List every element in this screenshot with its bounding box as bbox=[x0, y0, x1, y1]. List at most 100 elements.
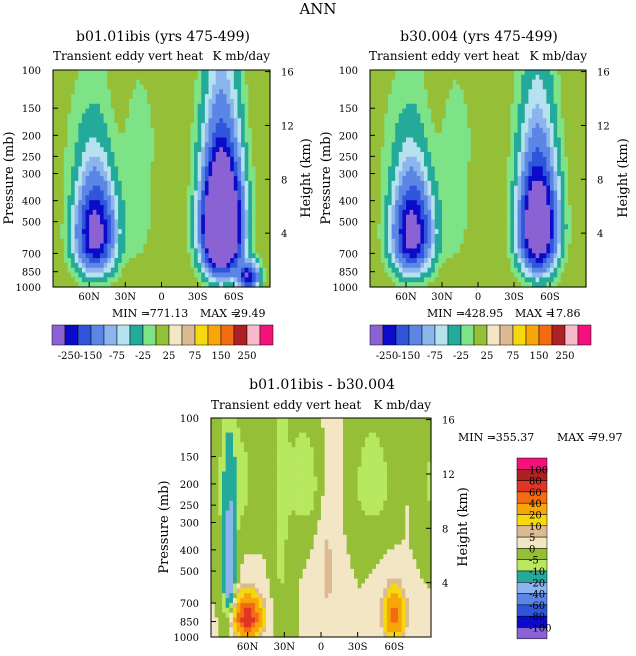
contour-cell bbox=[104, 253, 108, 258]
contour-cell bbox=[399, 258, 403, 263]
contour-cell bbox=[381, 109, 385, 114]
contour-cell bbox=[546, 75, 550, 80]
contour-cell bbox=[435, 162, 439, 167]
contour-cell bbox=[151, 195, 155, 200]
contour-cell bbox=[474, 80, 478, 85]
contour-cell bbox=[143, 152, 147, 157]
contour-cell bbox=[518, 191, 522, 196]
contour-cell bbox=[503, 128, 507, 133]
contour-cell bbox=[510, 215, 514, 220]
contour-cell bbox=[532, 133, 536, 138]
contour-cell bbox=[71, 123, 75, 128]
contour-cell bbox=[478, 239, 482, 244]
contour-cell bbox=[525, 219, 529, 224]
contour-cell bbox=[248, 176, 252, 181]
contour-cell bbox=[374, 253, 378, 258]
contour-cell bbox=[381, 253, 385, 258]
contour-cell bbox=[151, 94, 155, 99]
contour-cell bbox=[431, 118, 435, 123]
contour-cell bbox=[129, 104, 133, 109]
contour-cell bbox=[492, 99, 496, 104]
contour-cell bbox=[205, 234, 209, 239]
contour-cell bbox=[248, 75, 252, 80]
contour-cell bbox=[435, 113, 439, 118]
contour-cell bbox=[104, 118, 108, 123]
contour-cell bbox=[521, 186, 525, 191]
contour-cell bbox=[64, 239, 68, 244]
contour-cell bbox=[169, 128, 173, 133]
contour-cell bbox=[60, 176, 64, 181]
contour-cell bbox=[122, 104, 126, 109]
contour-cell bbox=[532, 142, 536, 147]
contour-cell bbox=[388, 224, 392, 229]
contour-cell bbox=[431, 273, 435, 278]
contour-cell bbox=[478, 268, 482, 273]
contour-cell bbox=[136, 171, 140, 176]
contour-cell bbox=[122, 210, 126, 215]
contour-cell bbox=[133, 229, 137, 234]
contour-cell bbox=[503, 219, 507, 224]
contour-cell bbox=[75, 171, 79, 176]
contour-cell bbox=[172, 118, 176, 123]
contour-cell bbox=[154, 229, 158, 234]
contour-cell bbox=[201, 224, 205, 229]
contour-cell bbox=[424, 157, 428, 162]
contour-cell bbox=[67, 210, 71, 215]
contour-cell bbox=[237, 89, 241, 94]
contour-cell bbox=[482, 138, 486, 143]
contour-cell bbox=[259, 239, 263, 244]
contour-cell bbox=[503, 195, 507, 200]
contour-cell bbox=[489, 195, 493, 200]
contour-cell bbox=[212, 181, 216, 186]
contour-cell bbox=[431, 94, 435, 99]
contour-cell bbox=[133, 191, 137, 196]
contour-cell bbox=[525, 162, 529, 167]
contour-cell bbox=[234, 248, 238, 253]
contour-cell bbox=[532, 200, 536, 205]
contour-cell bbox=[532, 104, 536, 109]
contour-cell bbox=[93, 234, 97, 239]
contour-cell bbox=[256, 70, 260, 75]
contour-cell bbox=[183, 166, 187, 171]
contour-cell bbox=[410, 253, 414, 258]
contour-cell bbox=[388, 75, 392, 80]
contour-cell bbox=[442, 128, 446, 133]
contour-cell bbox=[410, 244, 414, 249]
contour-cell bbox=[107, 181, 111, 186]
contour-cell bbox=[162, 128, 166, 133]
contour-cell bbox=[525, 176, 529, 181]
contour-cell bbox=[420, 109, 424, 114]
contour-cell bbox=[420, 133, 424, 138]
contour-cell bbox=[503, 186, 507, 191]
contour-cell bbox=[446, 171, 450, 176]
contour-cell bbox=[377, 273, 381, 278]
contour-cell bbox=[536, 171, 540, 176]
contour-cell bbox=[64, 99, 68, 104]
contour-cell bbox=[136, 224, 140, 229]
contour-cell bbox=[453, 99, 457, 104]
contour-cell bbox=[435, 75, 439, 80]
contour-cell bbox=[521, 224, 525, 229]
contour-cell bbox=[107, 80, 111, 85]
contour-cell bbox=[237, 152, 241, 157]
contour-cell bbox=[510, 210, 514, 215]
contour-cell bbox=[133, 171, 137, 176]
contour-cell bbox=[500, 229, 504, 234]
contour-cell bbox=[528, 205, 532, 210]
contour-cell bbox=[420, 239, 424, 244]
contour-cell bbox=[172, 219, 176, 224]
contour-cell bbox=[140, 84, 144, 89]
contour-cell bbox=[492, 258, 496, 263]
contour-cell bbox=[93, 162, 97, 167]
contour-cell bbox=[453, 162, 457, 167]
contour-cell bbox=[114, 195, 118, 200]
contour-cell bbox=[230, 80, 234, 85]
contour-cell bbox=[198, 263, 202, 268]
contour-cell bbox=[424, 234, 428, 239]
contour-cell bbox=[136, 234, 140, 239]
contour-cell bbox=[456, 80, 460, 85]
contour-cell bbox=[53, 263, 57, 268]
contour-cell bbox=[507, 258, 511, 263]
contour-cell bbox=[212, 210, 216, 215]
contour-cell bbox=[446, 210, 450, 215]
